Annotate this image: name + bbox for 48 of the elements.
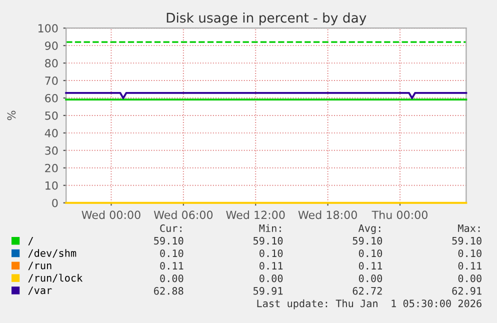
text: 0.10 — [260, 249, 283, 258]
text: 0.10 — [160, 249, 184, 258]
text: 0.10 — [358, 249, 382, 258]
text: Avg: — [358, 224, 380, 234]
text: 59.10 — [154, 236, 184, 245]
text: Max: — [458, 224, 480, 232]
text: Last update: Thu Jan 1 05:30:00 2026 — [257, 299, 482, 310]
text: Cur: — [160, 224, 182, 232]
text: 0.11 — [358, 262, 382, 270]
text: 0.11 — [458, 262, 482, 270]
y-tick-label: 30 — [45, 146, 58, 155]
x-tick-label: Thu 00:00 — [372, 210, 428, 220]
y-tick-label: 60 — [45, 94, 58, 102]
x-tick-label: Wed 00:00 — [82, 210, 140, 220]
legend-label: /dev/shm — [28, 249, 76, 258]
y-tick-label: 10 — [46, 181, 58, 190]
text: 59.10 — [352, 236, 382, 245]
y-tick-label: 40 — [44, 128, 58, 138]
y-tick-label: 80 — [45, 59, 58, 68]
text: 0.00 — [260, 274, 283, 282]
text: 62.72 — [352, 287, 382, 295]
legend-label: /run/lock — [28, 274, 83, 283]
text: 62.91 — [452, 287, 482, 295]
y-axis-title: % — [7, 110, 16, 120]
text: 0.00 — [358, 274, 382, 282]
y-tick-label: 90 — [45, 42, 58, 50]
legend-label: / — [28, 236, 34, 246]
text: 0.11 — [260, 262, 283, 270]
text: 0.10 — [458, 249, 482, 258]
text: 59.10 — [253, 236, 283, 245]
text: 0.00 — [160, 274, 184, 282]
text: 59.91 — [253, 287, 283, 295]
y-tick-label: 0 — [52, 198, 58, 208]
legend-label: /var — [28, 286, 52, 295]
x-tick-label: Wed 18:00 — [298, 210, 357, 220]
y-tick-label: 20 — [45, 164, 58, 172]
x-tick-label: Wed 06:00 — [154, 210, 213, 220]
text: 59.10 — [452, 236, 482, 245]
text: Min: — [259, 224, 281, 232]
text: 62.88 — [154, 287, 184, 295]
legend-label: /run — [28, 262, 52, 270]
text: 0.00 — [458, 274, 482, 282]
chart-title: Disk usage in percent - by day — [166, 12, 366, 26]
text: 0.11 — [160, 262, 184, 270]
x-tick-label: Wed 12:00 — [226, 210, 285, 220]
y-tick-label: 70 — [45, 76, 58, 85]
y-tick-label: 100 — [38, 24, 58, 32]
y-tick-label: 50 — [45, 111, 58, 120]
